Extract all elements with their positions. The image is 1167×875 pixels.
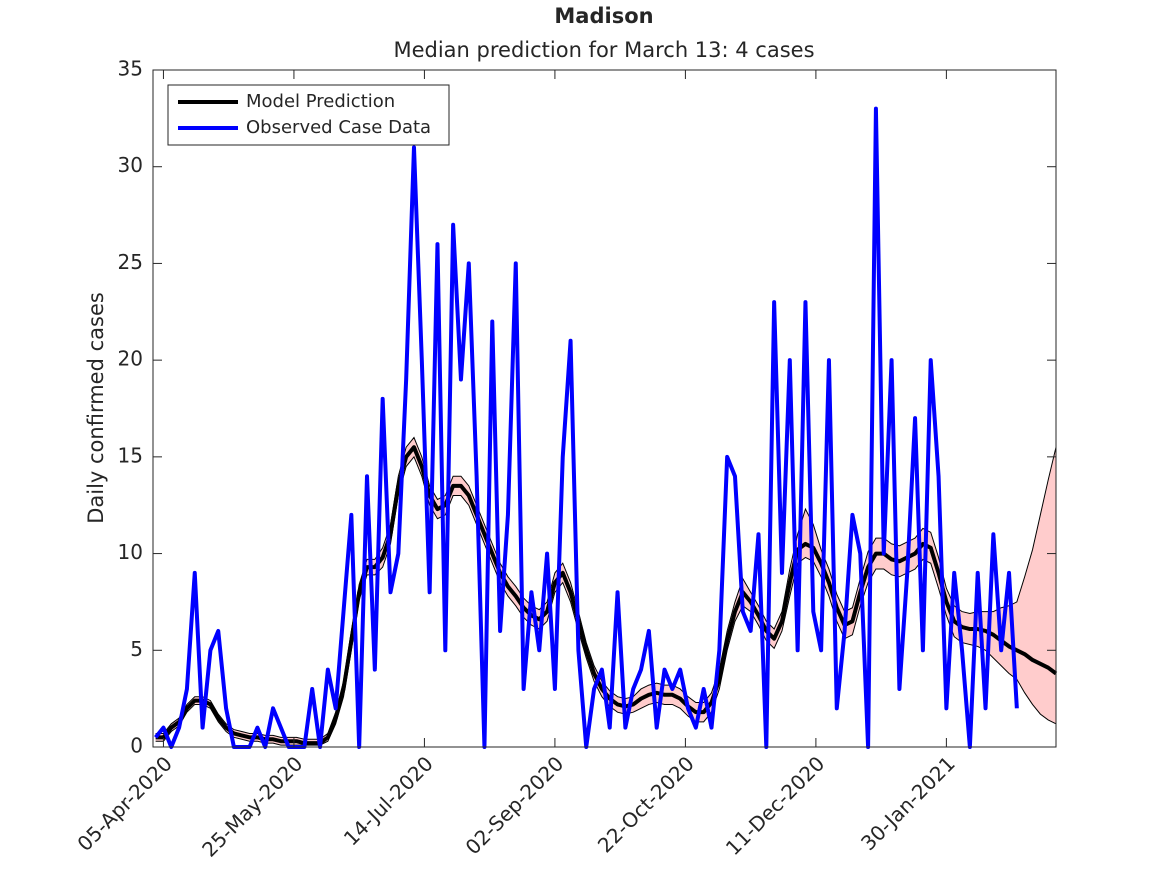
legend-label: Model Prediction xyxy=(246,91,395,112)
y-tick-label: 20 xyxy=(118,347,143,371)
y-tick-label: 30 xyxy=(118,153,143,177)
y-tick-label: 25 xyxy=(118,250,143,274)
chart-title: Madison xyxy=(554,4,653,28)
axes-box xyxy=(152,69,1057,748)
y-axis-label: Daily confirmed cases xyxy=(84,292,108,524)
chart-subtitle: Median prediction for March 13: 4 cases xyxy=(393,38,814,62)
plot-area xyxy=(153,70,1056,747)
legend: Model Prediction Observed Case Data xyxy=(167,84,450,146)
legend-label: Observed Case Data xyxy=(246,117,431,138)
y-tick-label: 35 xyxy=(118,57,143,81)
y-tick-label: 10 xyxy=(118,540,143,564)
legend-box xyxy=(167,84,450,146)
y-tick-label: 5 xyxy=(130,637,143,661)
y-tick-label: 15 xyxy=(118,443,143,467)
y-tick-label: 0 xyxy=(130,734,143,758)
